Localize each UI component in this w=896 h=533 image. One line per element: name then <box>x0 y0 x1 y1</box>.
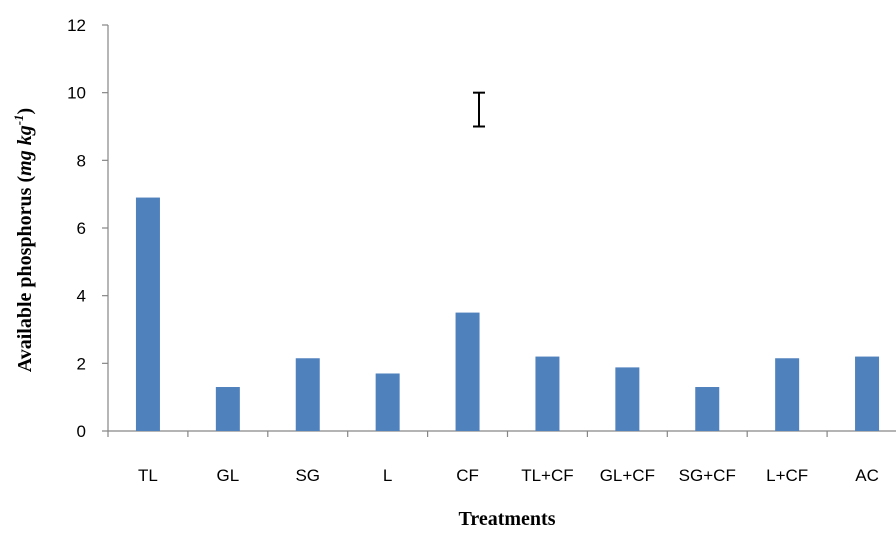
y-axis-title-main: Available phosphorus ( <box>14 176 36 373</box>
bar-tl-plus-cf <box>535 356 560 431</box>
bar-tl <box>135 197 160 431</box>
bar-l-plus-cf <box>775 358 800 431</box>
y-tick-label: 8 <box>77 151 86 170</box>
x-tick-label: GL+CF <box>600 466 655 485</box>
bar-l <box>375 373 400 431</box>
y-tick-label: 10 <box>67 84 86 103</box>
y-axis-title: Available phosphorus (mg kg-1) <box>11 108 36 372</box>
bar-cf <box>455 312 480 431</box>
x-tick-label: CF <box>456 466 479 485</box>
x-tick-label: SG <box>295 466 320 485</box>
x-tick-label: L <box>383 466 392 485</box>
y-tick-label: 4 <box>77 287 86 306</box>
bar-sg <box>295 358 320 431</box>
x-tick-label: TL <box>138 466 158 485</box>
bar-gl-plus-cf <box>615 367 640 431</box>
bar-ac <box>855 356 880 431</box>
x-tick-label: L+CF <box>766 466 808 485</box>
x-tick-label: AC <box>855 466 879 485</box>
y-axis-title-close: ) <box>14 108 36 115</box>
x-tick-label: TL+CF <box>521 466 573 485</box>
y-tick-label: 6 <box>77 219 86 238</box>
x-tick-label: SG+CF <box>679 466 736 485</box>
x-axis-title: Treatments <box>458 508 555 530</box>
y-axis-title-unit: mg kg <box>14 125 36 176</box>
error-bar <box>473 91 485 128</box>
y-axis: 0 2 4 6 8 10 12 <box>67 16 109 441</box>
bar-series <box>135 197 880 431</box>
bar-sg-plus-cf <box>695 387 720 431</box>
bar-gl <box>215 387 240 431</box>
x-axis: TL GL SG L CF TL+CF GL+CF SG+CF L+CF AC <box>107 430 896 485</box>
y-tick-label: 12 <box>67 16 86 35</box>
y-axis-title-superscript: -1 <box>11 114 26 125</box>
y-tick-label: 0 <box>77 422 86 441</box>
x-tick-label: GL <box>217 466 240 485</box>
y-tick-label: 2 <box>77 354 86 373</box>
